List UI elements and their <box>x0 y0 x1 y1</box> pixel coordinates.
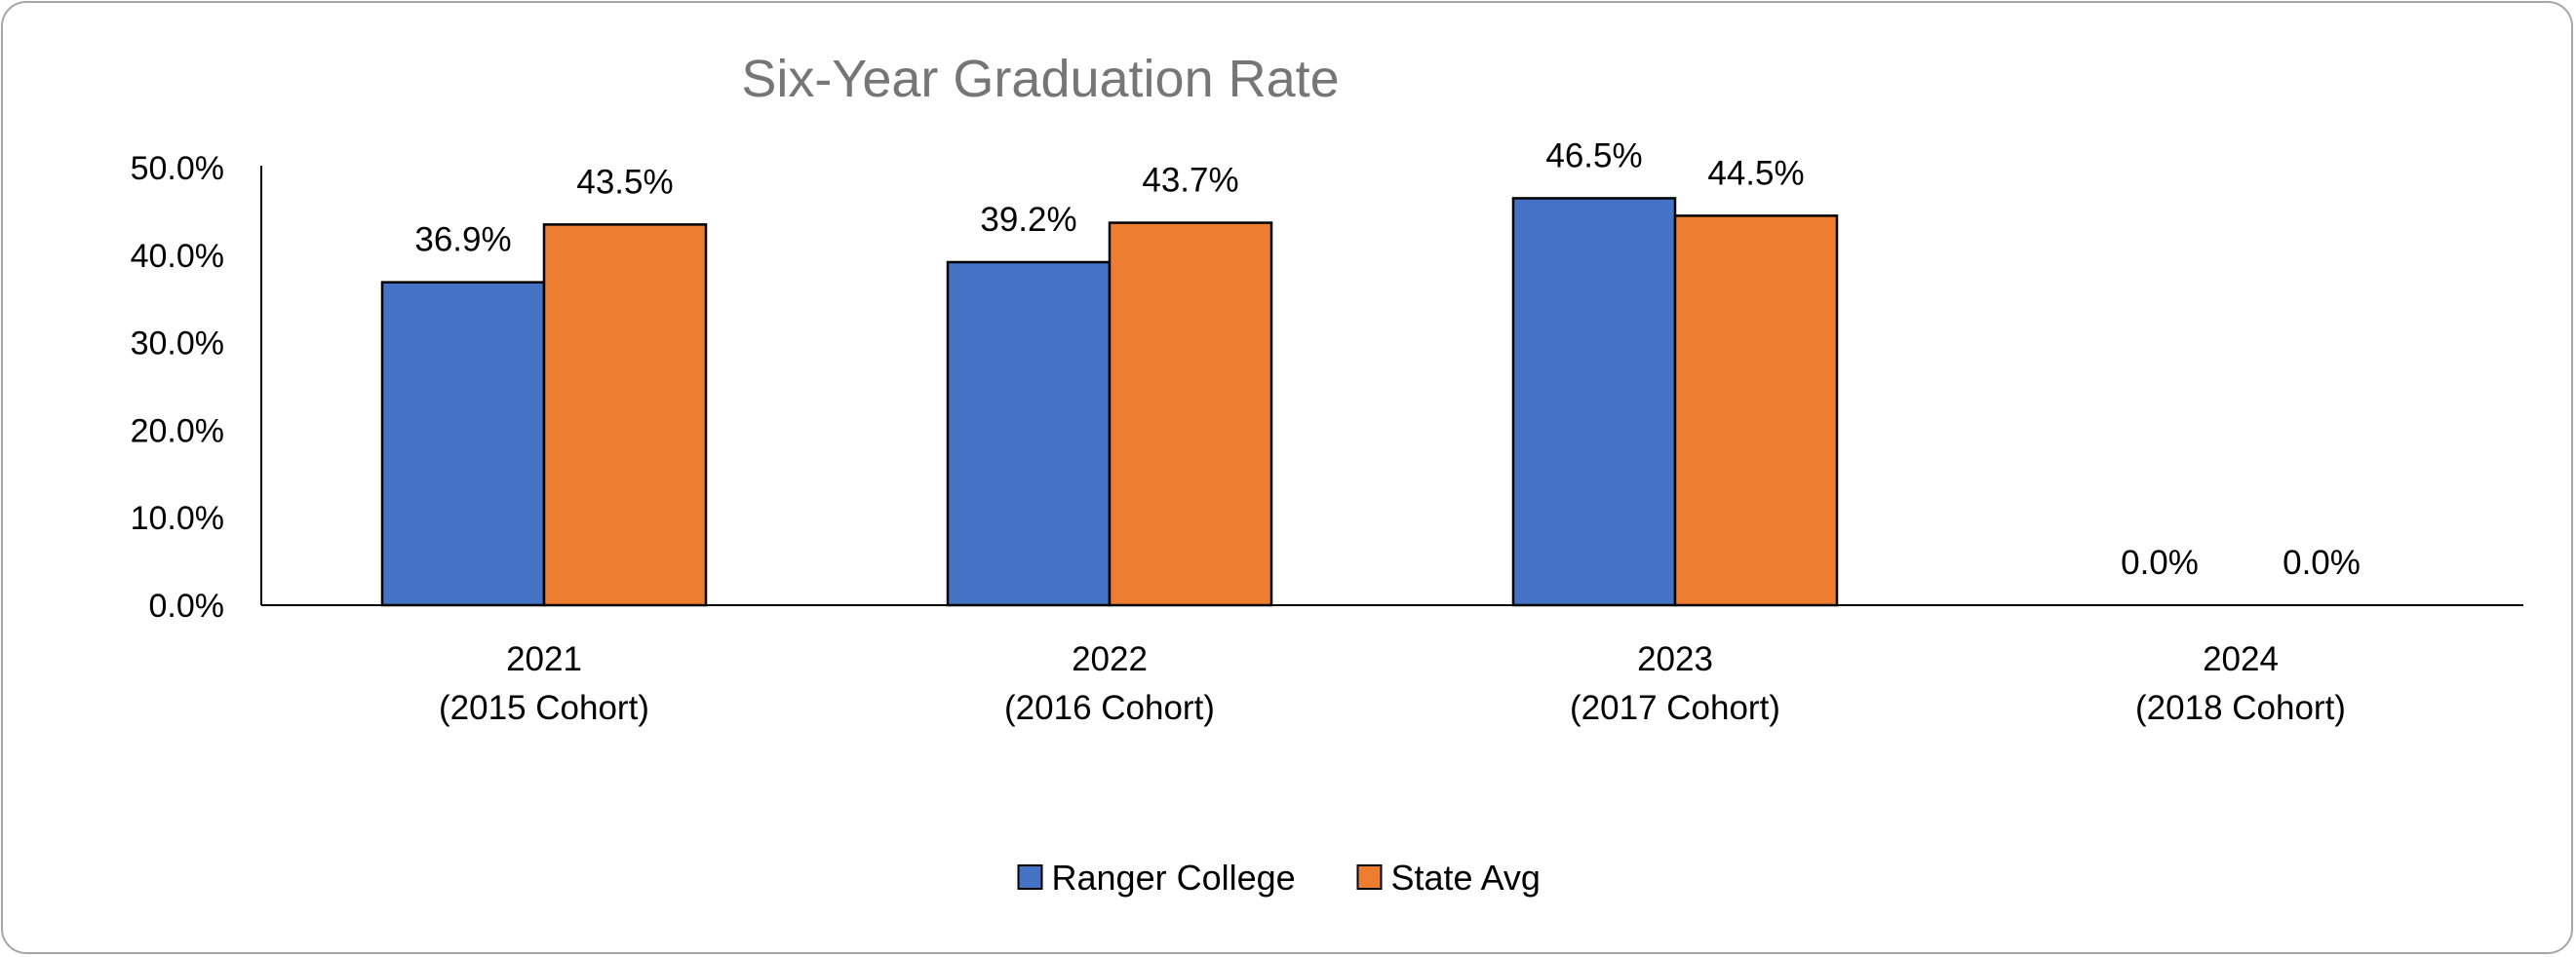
y-tick-label: 20.0% <box>131 412 224 449</box>
y-tick-label: 40.0% <box>131 238 224 275</box>
chart-title: Six-Year Graduation Rate <box>741 50 1339 108</box>
bar <box>380 281 546 607</box>
x-category-sublabel: (2018 Cohort) <box>2135 689 2346 727</box>
data-labels: 36.9% 43.5% 39.2% 43.7% 46.5% 44.5% 0.0% 0.0% <box>414 136 2361 582</box>
x-category-label: 2021 <box>506 640 582 678</box>
data-label: 43.7% <box>1142 162 1238 200</box>
data-label: 46.5% <box>1545 136 1642 174</box>
x-category-label: 2023 <box>1637 640 1713 678</box>
bars <box>380 197 1839 607</box>
data-label: 43.5% <box>576 163 673 201</box>
x-category-sublabel: (2015 Cohort) <box>439 689 649 727</box>
legend-swatch <box>1017 864 1043 890</box>
bar <box>542 223 708 607</box>
data-label: 0.0% <box>2283 544 2361 582</box>
y-tick-label: 0.0% <box>149 588 225 625</box>
x-category-sublabel: (2017 Cohort) <box>1570 689 1780 727</box>
x-category-label: 2022 <box>1072 640 1148 678</box>
bar <box>946 260 1112 607</box>
y-tick-label: 30.0% <box>131 325 224 363</box>
legend: Ranger College State Avg <box>1017 858 1541 898</box>
y-tick-label: 10.0% <box>131 500 224 537</box>
x-category-sublabel: (2016 Cohort) <box>1004 689 1215 727</box>
x-axis: 2021 (2015 Cohort) 2022 (2016 Cohort) 2023 (2… <box>261 604 2523 727</box>
bar <box>1511 197 1677 607</box>
legend-swatch <box>1356 864 1383 890</box>
bar <box>1108 221 1273 607</box>
data-label: 44.5% <box>1707 154 1804 192</box>
x-category-label: 2024 <box>2203 640 2279 678</box>
y-axis: 0.0% 10.0% 20.0% 30.0% 40.0% 50.0% <box>131 150 262 625</box>
legend-label: State Avg <box>1391 858 1541 898</box>
data-label: 36.9% <box>414 221 511 259</box>
bar <box>1673 214 1839 607</box>
data-label: 0.0% <box>2121 544 2199 582</box>
y-tick-label: 50.0% <box>131 150 224 187</box>
data-label: 39.2% <box>980 201 1076 239</box>
legend-label: Ranger College <box>1052 858 1296 898</box>
